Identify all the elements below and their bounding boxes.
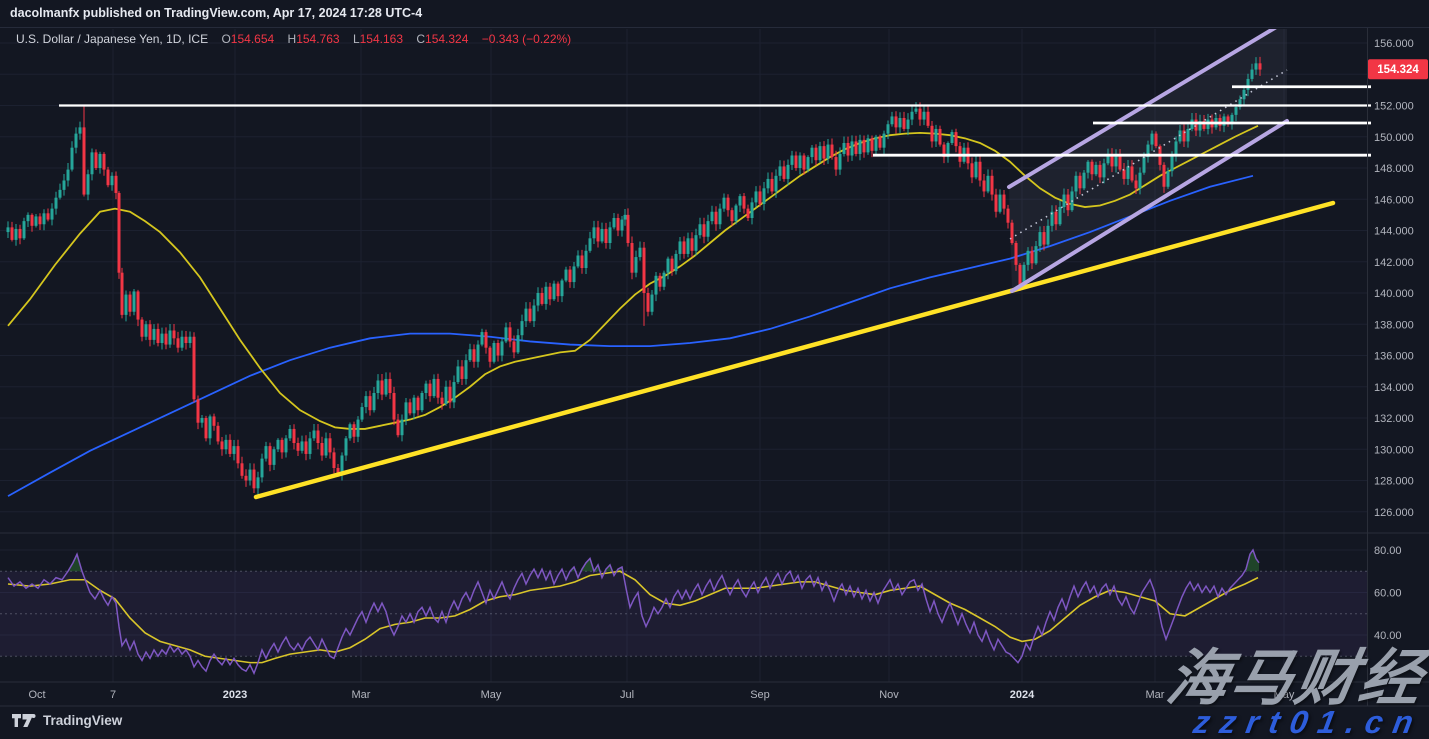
rsi-axis-label: 80.00: [1374, 545, 1402, 557]
time-axis-label: Jul: [620, 689, 634, 701]
price-axis-label: 144.000: [1374, 226, 1414, 238]
ohlc-open-value: 154.654: [230, 32, 275, 46]
price-axis-label: 134.000: [1374, 382, 1414, 394]
ohlc-close-label: C: [416, 32, 426, 46]
tradingview-logo-icon: [12, 714, 36, 727]
rsi-axis-label: 40.00: [1374, 630, 1402, 642]
time-axis-label: 2023: [223, 689, 247, 701]
price-axis-label: 152.000: [1374, 101, 1414, 113]
plot-area[interactable]: [0, 24, 1367, 682]
time-axis-label: Sep: [750, 689, 770, 701]
channel-line[interactable]: [1010, 119, 1289, 293]
time-axis-label: Oct: [28, 689, 45, 701]
symbol-title: U.S. Dollar / Japanese Yen, 1D, ICE: [16, 32, 209, 46]
rsi-overbought-fill: [1244, 550, 1259, 572]
publish-header: dacolmanfx published on TradingView.com,…: [0, 0, 1429, 28]
ohlc-high-label: H: [287, 32, 297, 46]
ma-slow-blue: [7, 174, 1254, 497]
rsi-overbought-fill: [68, 554, 82, 572]
price-axis-label: 150.000: [1374, 132, 1414, 144]
last-price-badge: [1368, 59, 1428, 80]
price-axis-label: 128.000: [1374, 476, 1414, 488]
price-axis-label: 136.000: [1374, 351, 1414, 363]
rsi-line: [7, 548, 1260, 676]
rsi-band: [0, 571, 1367, 657]
symbol-legend[interactable]: U.S. Dollar / Japanese Yen, 1D, ICE O154…: [16, 32, 571, 46]
price-axis-label: 138.000: [1374, 319, 1414, 331]
ohlc-low-label: L: [352, 32, 360, 46]
change-value: −0.343 (−0.22%): [481, 32, 572, 46]
price-axis-label: 132.000: [1374, 413, 1414, 425]
ohlc-open-label: O: [221, 32, 231, 46]
trendline[interactable]: [253, 200, 1336, 500]
time-axis-label: 2024: [1010, 689, 1035, 701]
price-axis-label: 156.000: [1374, 38, 1414, 50]
ohlc-close-value: 154.324: [425, 32, 469, 46]
time-axis-label: May: [481, 689, 502, 701]
time-axis-label: May: [1274, 689, 1295, 701]
watermark-chinese: 海马财经: [1162, 644, 1429, 712]
tradingview-brand-text: TradingView: [43, 713, 123, 728]
price-axis-label: 148.000: [1374, 163, 1414, 175]
time-axis-label: Mar: [352, 689, 371, 701]
time-axis[interactable]: Oct 7 2023 Mar May Jul Sep Nov 2024 Mar May: [28, 689, 1294, 701]
price-axis-label: 126.000: [1374, 507, 1414, 519]
rsi-axis-label: 60.00: [1374, 588, 1402, 600]
ohlc-low-value: 154.163: [359, 32, 404, 46]
ohlc-high-value: 154.763: [296, 32, 340, 46]
price-axis[interactable]: 156.000154.000152.000150.000148.000146.0…: [1374, 38, 1414, 642]
candles: [6, 56, 1262, 495]
last-price-badge-text: 154.324: [1377, 64, 1419, 76]
price-axis-label: 130.000: [1374, 444, 1414, 456]
watermark-site: zzrt01.cn: [1190, 704, 1427, 739]
price-axis-label: 146.000: [1374, 194, 1414, 206]
price-axis-label: 142.000: [1374, 257, 1414, 269]
price-axis-label: 140.000: [1374, 288, 1414, 300]
time-axis-label: Nov: [879, 689, 899, 701]
time-axis-label: 7: [110, 689, 116, 701]
time-axis-label: Mar: [1146, 689, 1165, 701]
tradingview-brand[interactable]: TradingView: [12, 713, 122, 728]
publish-header-text: dacolmanfx published on TradingView.com,…: [10, 6, 423, 20]
